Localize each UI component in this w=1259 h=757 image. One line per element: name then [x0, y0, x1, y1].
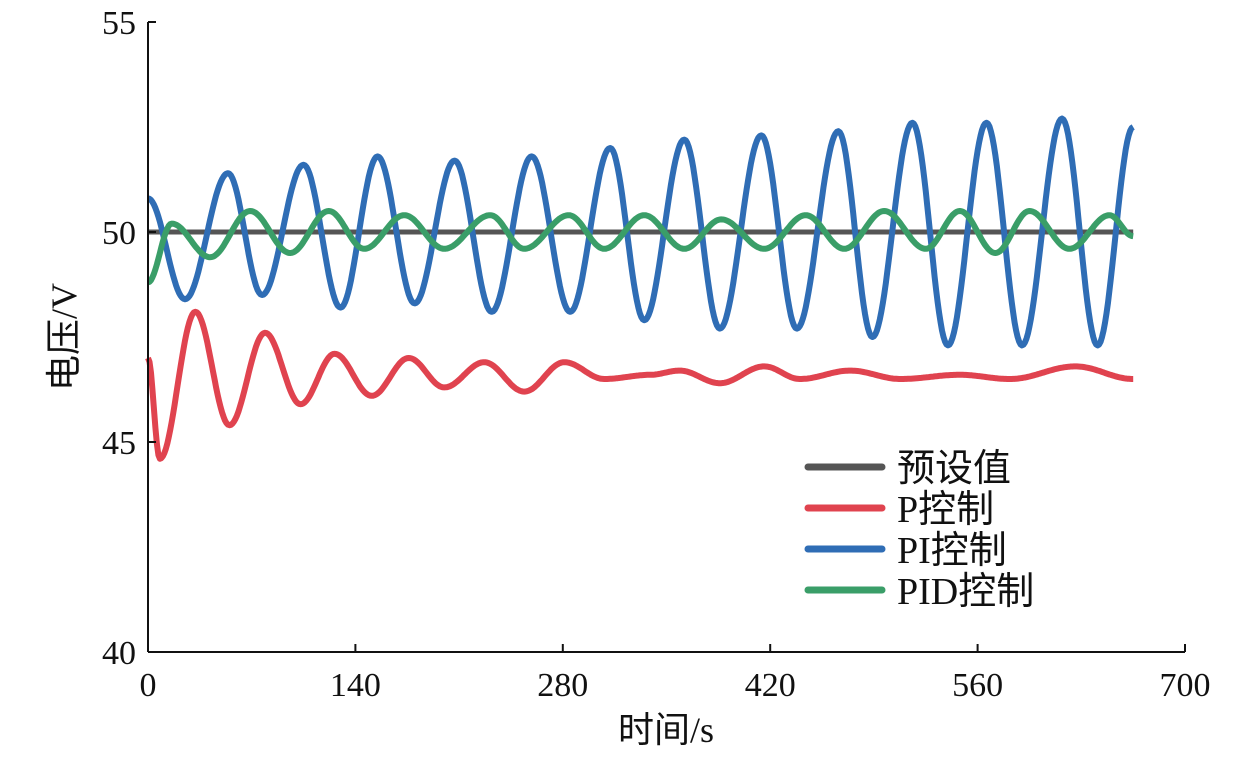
x-tick-label: 0: [140, 667, 157, 704]
legend-label: PID控制: [897, 571, 1034, 613]
x-tick-label: 700: [1160, 667, 1211, 704]
y-axis-label: 电压/V: [44, 283, 84, 391]
legend-label: PI控制: [897, 530, 1007, 572]
x-tick-label: 420: [745, 667, 796, 704]
y-tick-label: 40: [102, 635, 136, 672]
x-axis-label: 时间/s: [618, 710, 714, 750]
x-tick-label: 280: [537, 667, 588, 704]
y-tick-label: 50: [102, 215, 136, 252]
x-tick-label: 560: [952, 667, 1003, 704]
series-line-3: [146, 208, 1135, 286]
plot-area: [145, 115, 1135, 462]
series-line-1: [145, 308, 1135, 462]
legend-label: P控制: [897, 489, 994, 531]
y-tick-label: 45: [102, 425, 136, 462]
y-tick-label: 55: [102, 5, 136, 42]
x-tick-label: 140: [330, 667, 381, 704]
legend-label: 预设值: [897, 448, 1011, 490]
axes: 0 140 280 420 560 700 40 45 50 55: [102, 5, 1211, 704]
